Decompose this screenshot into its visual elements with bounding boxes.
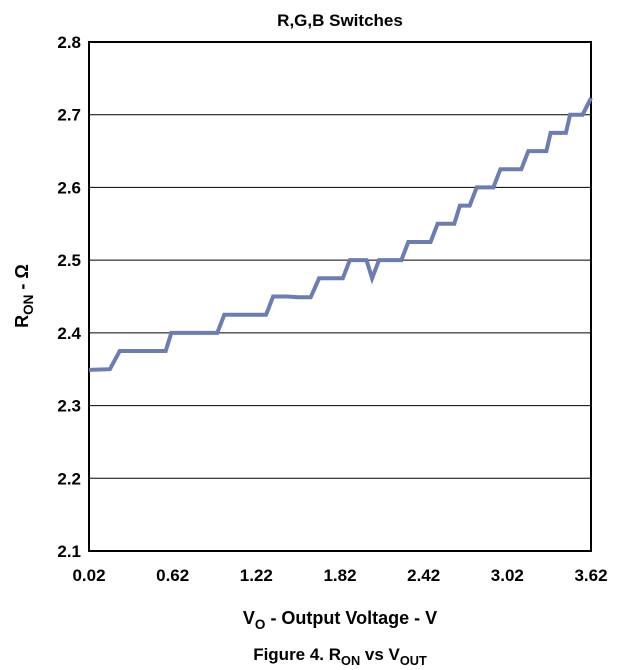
x-tick-label: 1.22 <box>240 566 273 585</box>
x-tick-label: 0.02 <box>72 566 105 585</box>
figure-caption: Figure 4. RON vs VOUT <box>253 645 427 668</box>
y-tick-label: 2.6 <box>57 178 81 197</box>
y-tick-label: 2.7 <box>57 106 81 125</box>
series-line <box>88 97 593 372</box>
y-tick-labels: 2.1 2.2 2.3 2.4 2.5 2.6 2.7 2.8 <box>57 33 81 561</box>
y-tick-label: 2.8 <box>57 33 81 52</box>
y-tick-label: 2.2 <box>57 469 81 488</box>
y-tick-label: 2.4 <box>57 324 81 343</box>
y-tick-label: 2.3 <box>57 397 81 416</box>
x-tick-labels: 0.02 0.62 1.22 1.82 2.42 3.02 3.62 <box>72 566 607 585</box>
x-tick-label: 2.42 <box>407 566 440 585</box>
x-axis-label: VO - Output Voltage - V <box>243 608 437 632</box>
plot-area-frame <box>88 41 592 552</box>
x-tick-label: 0.62 <box>156 566 189 585</box>
x-tick-label: 3.02 <box>491 566 524 585</box>
y-tick-label: 2.5 <box>57 251 81 270</box>
y-axis-label: RON - Ω <box>12 264 36 328</box>
x-tick-label: 1.82 <box>323 566 356 585</box>
chart-title: R,G,B Switches <box>277 11 403 30</box>
x-tick-label: 3.62 <box>574 566 607 585</box>
y-tick-label: 2.1 <box>57 542 81 561</box>
